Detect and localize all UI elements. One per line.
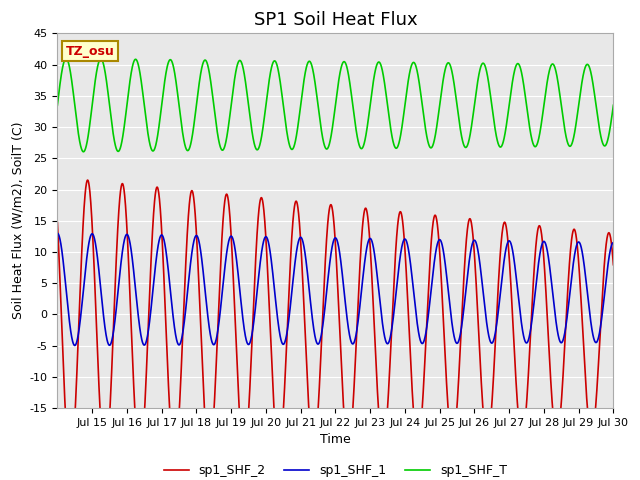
- Title: SP1 Soil Heat Flux: SP1 Soil Heat Flux: [253, 11, 417, 29]
- sp1_SHF_T: [458, 133, 465, 139]
- sp1_SHF_T: [292, 137, 300, 143]
- sp1_SHF_1: [287, 296, 295, 302]
- sp1_SHF_1: [458, 325, 465, 331]
- X-axis label: Time: Time: [320, 433, 351, 446]
- Line: sp1_SHF_T: sp1_SHF_T: [58, 59, 613, 152]
- sp1_SHF_1: [71, 343, 79, 348]
- sp1_SHF_1: [292, 255, 300, 261]
- sp1_SHF_1: [318, 330, 326, 336]
- Y-axis label: Soil Heat Flux (W/m2), SoilT (C): Soil Heat Flux (W/m2), SoilT (C): [11, 122, 24, 320]
- sp1_SHF_2: [593, 391, 600, 397]
- sp1_SHF_2: [609, 262, 617, 267]
- sp1_SHF_T: [54, 102, 61, 108]
- sp1_SHF_2: [458, 319, 465, 325]
- Legend: sp1_SHF_2, sp1_SHF_1, sp1_SHF_T: sp1_SHF_2, sp1_SHF_1, sp1_SHF_T: [159, 459, 512, 480]
- sp1_SHF_2: [292, 199, 300, 204]
- sp1_SHF_2: [67, 461, 74, 467]
- sp1_SHF_T: [609, 102, 617, 108]
- sp1_SHF_T: [62, 56, 70, 61]
- sp1_SHF_T: [79, 149, 87, 155]
- sp1_SHF_1: [593, 339, 600, 345]
- sp1_SHF_T: [287, 146, 295, 152]
- sp1_SHF_T: [593, 107, 600, 112]
- sp1_SHF_2: [565, 269, 573, 275]
- sp1_SHF_2: [287, 243, 295, 249]
- sp1_SHF_1: [565, 300, 573, 306]
- sp1_SHF_1: [609, 240, 617, 245]
- Line: sp1_SHF_1: sp1_SHF_1: [58, 233, 613, 346]
- Line: sp1_SHF_2: sp1_SHF_2: [58, 180, 613, 464]
- sp1_SHF_T: [318, 130, 326, 136]
- sp1_SHF_2: [54, 219, 61, 225]
- sp1_SHF_1: [54, 230, 61, 236]
- sp1_SHF_2: [318, 332, 326, 337]
- Text: TZ_osu: TZ_osu: [66, 45, 115, 58]
- sp1_SHF_T: [565, 143, 573, 148]
- sp1_SHF_2: [84, 177, 92, 183]
